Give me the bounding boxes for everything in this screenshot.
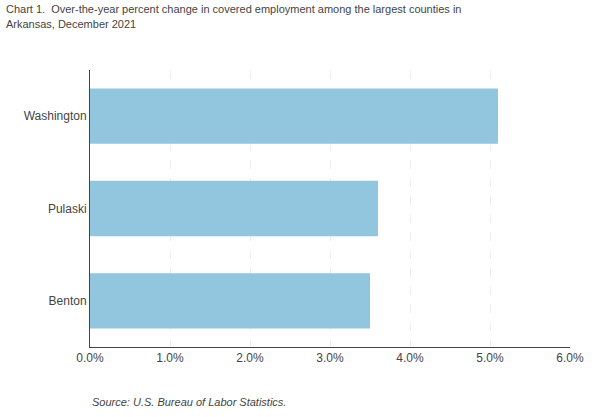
svg-text:3.0%: 3.0%: [316, 351, 344, 365]
svg-text:Chart 1. Over-the-year percen: Chart 1. Over-the-year percent change in…: [6, 3, 462, 29]
svg-text:Pulaski: Pulaski: [48, 202, 87, 216]
svg-text:Benton: Benton: [49, 294, 87, 308]
svg-text:4.0%: 4.0%: [396, 351, 424, 365]
svg-text:0.0%: 0.0%: [76, 351, 104, 365]
svg-text:1.0%: 1.0%: [156, 351, 184, 365]
svg-text:2.0%: 2.0%: [236, 351, 264, 365]
svg-text:Source: U.S. Bureau of Labor S: Source: U.S. Bureau of Labor Statistics.: [92, 396, 286, 408]
svg-text:5.0%: 5.0%: [476, 351, 504, 365]
svg-text:Washington: Washington: [24, 109, 87, 123]
svg-text:6.0%: 6.0%: [556, 351, 584, 365]
